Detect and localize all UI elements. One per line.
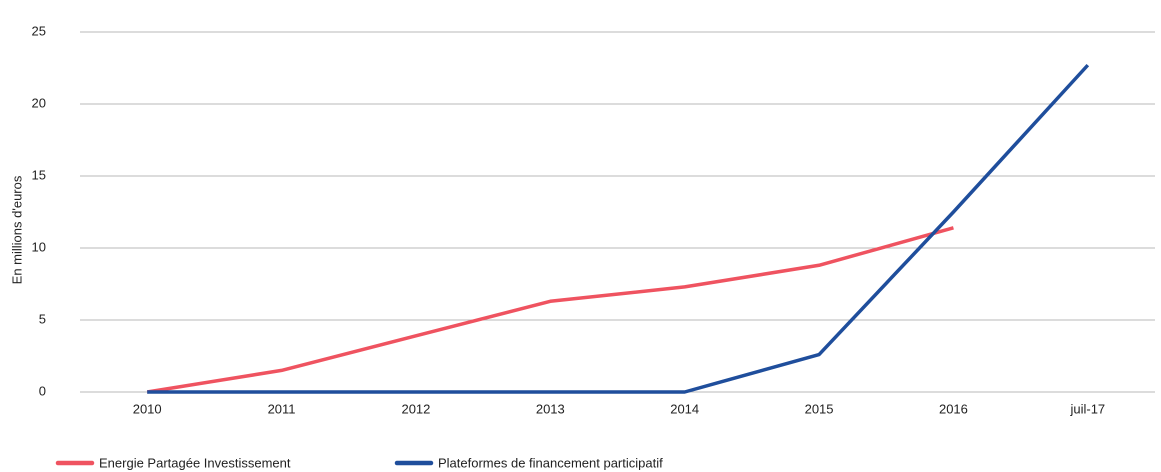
- y-tick-label: 25: [32, 23, 46, 38]
- y-tick-label: 20: [32, 95, 46, 110]
- x-tick-label: juil-17: [1069, 401, 1105, 416]
- x-tick-label: 2015: [805, 401, 834, 416]
- x-tick-label: 2012: [401, 401, 430, 416]
- x-tick-label: 2013: [536, 401, 565, 416]
- legend-label: Energie Partagée Investissement: [99, 455, 291, 470]
- series-line: [146, 226, 954, 394]
- y-tick-label: 5: [39, 311, 46, 326]
- y-tick-label: 10: [32, 239, 46, 254]
- x-tick-label: 2010: [133, 401, 162, 416]
- y-tick-label: 0: [39, 383, 46, 398]
- y-tick-label: 15: [32, 167, 46, 182]
- series-line: [147, 63, 1090, 394]
- x-tick-label: 2011: [268, 401, 296, 416]
- x-tick-label: 2014: [670, 401, 699, 416]
- x-tick-label: 2016: [939, 401, 968, 416]
- y-axis-label: En millions d'euros: [9, 175, 24, 284]
- legend-label: Plateformes de financement participatif: [438, 455, 663, 470]
